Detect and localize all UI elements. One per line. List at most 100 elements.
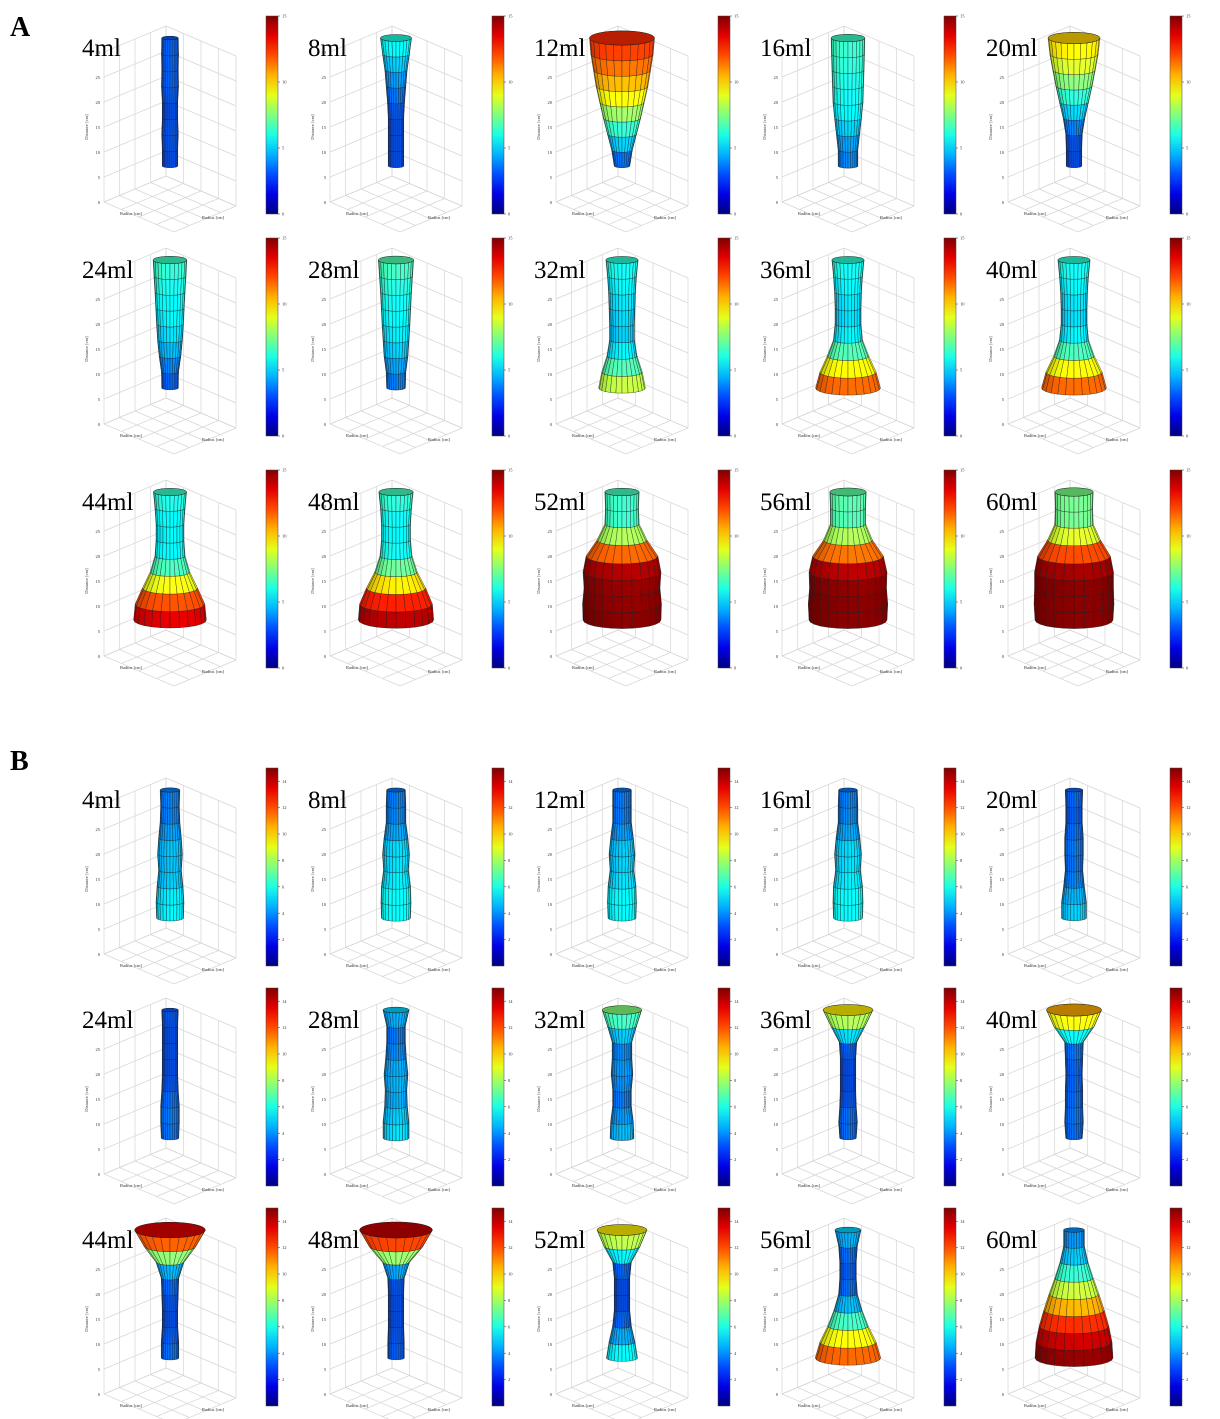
vessel-surface bbox=[822, 1009, 874, 1140]
radius-axis-label: Radius [cm] bbox=[120, 211, 143, 216]
surface-facet bbox=[391, 511, 397, 528]
colorbar-tick-label: 2 bbox=[960, 1157, 962, 1162]
surface-facet bbox=[187, 609, 196, 628]
surface-facet bbox=[1093, 577, 1103, 596]
radius-axis-label: Radius [cm] bbox=[880, 215, 903, 220]
z-tick-label: 10 bbox=[322, 1342, 327, 1347]
surface-facet bbox=[850, 807, 854, 825]
z-tick-label: 25 bbox=[548, 827, 553, 832]
radius-axis-label: Radius [cm] bbox=[428, 1187, 451, 1192]
grid-line bbox=[364, 644, 428, 672]
surface-facet bbox=[626, 511, 631, 528]
z-tick-label: 25 bbox=[1000, 297, 1005, 302]
surface-facet bbox=[1070, 904, 1075, 921]
colorbar-tick-label: 10 bbox=[1186, 832, 1191, 837]
surface-facet bbox=[162, 526, 167, 544]
z-axis-label: Distance [cm] bbox=[310, 568, 315, 594]
surface-facet bbox=[1077, 150, 1080, 168]
grid-line bbox=[138, 190, 202, 218]
grid-line bbox=[590, 1162, 654, 1190]
grid-line bbox=[103, 201, 175, 233]
colorbar-tick-label: 10 bbox=[508, 302, 513, 307]
surface-facet bbox=[845, 1123, 849, 1140]
surface-facet bbox=[414, 609, 423, 628]
surface-facet bbox=[625, 1278, 628, 1296]
surface-facet bbox=[843, 1059, 847, 1076]
z-tick-label: 25 bbox=[322, 529, 327, 534]
radius-axis-label: Radius [cm] bbox=[798, 963, 821, 968]
z-axis-label: Distance [cm] bbox=[84, 114, 89, 140]
surface-facet bbox=[391, 263, 397, 280]
surface-facet bbox=[393, 103, 397, 120]
z-tick-label: 20 bbox=[548, 1072, 553, 1077]
grid-line bbox=[103, 423, 175, 455]
grid-line bbox=[608, 1390, 671, 1417]
z-tick-label: 10 bbox=[548, 150, 553, 155]
surface-facet bbox=[840, 791, 844, 809]
surface-facet bbox=[393, 373, 397, 391]
z-tick-label: 0 bbox=[1002, 654, 1005, 659]
surface-facet bbox=[626, 1043, 630, 1061]
surface-facet bbox=[847, 57, 853, 74]
surface-facet bbox=[173, 904, 178, 922]
z-tick-label: 10 bbox=[1000, 1342, 1005, 1347]
surface-facet bbox=[401, 150, 403, 168]
volume-label: 56ml bbox=[760, 1227, 811, 1254]
surface-facet bbox=[363, 607, 371, 627]
z-tick-label: 20 bbox=[548, 852, 553, 857]
colorbar-tick-label: 6 bbox=[282, 1324, 285, 1329]
surface-facet bbox=[851, 1058, 854, 1076]
colorbar-tick-label: 0 bbox=[1186, 212, 1189, 217]
grid-line bbox=[364, 190, 428, 218]
z-tick-label: 15 bbox=[774, 1097, 779, 1102]
surface-facet bbox=[1073, 294, 1078, 312]
surface-facet bbox=[621, 60, 631, 77]
colorbar-tick-label: 4 bbox=[1186, 911, 1189, 916]
colorbar-tick-label: 12 bbox=[960, 1025, 965, 1030]
z-tick-label: 5 bbox=[550, 1147, 553, 1152]
surface-facet bbox=[395, 135, 399, 152]
surface-facet bbox=[144, 609, 153, 628]
colorbar-tick-label: 12 bbox=[960, 1245, 965, 1250]
radius-axis-label: Radius [cm] bbox=[346, 665, 369, 670]
colorbar-tick-label: 14 bbox=[960, 999, 965, 1004]
surface-facet bbox=[613, 806, 616, 824]
surface-facet bbox=[840, 888, 845, 906]
grid-line bbox=[1007, 953, 1079, 985]
surface-facet bbox=[624, 1124, 629, 1141]
surface-facet bbox=[843, 888, 849, 906]
surface-facet bbox=[393, 807, 397, 825]
surface-facet bbox=[163, 856, 168, 873]
surface-facet bbox=[164, 1042, 167, 1060]
volume-label: 40ml bbox=[986, 257, 1037, 284]
surface-facet bbox=[605, 44, 615, 61]
surface-facet bbox=[615, 310, 619, 327]
grid-line bbox=[1023, 195, 1094, 226]
surface-facet bbox=[847, 1279, 851, 1297]
surface-facet bbox=[843, 905, 849, 922]
surface-facet bbox=[387, 1026, 390, 1044]
colorbar-tick-label: 10 bbox=[1186, 534, 1191, 539]
surface-facet bbox=[1073, 839, 1077, 857]
surface-facet bbox=[369, 609, 378, 628]
surface-facet bbox=[169, 103, 173, 120]
grid-line bbox=[1023, 649, 1094, 680]
colorbar-tick-label: 15 bbox=[282, 468, 287, 473]
surface-facet bbox=[171, 1311, 175, 1328]
surface-facet bbox=[836, 88, 841, 106]
surface-facet bbox=[1073, 855, 1077, 873]
surface-facet bbox=[175, 1310, 177, 1328]
surface-facet bbox=[393, 1295, 397, 1312]
surface-facet bbox=[594, 577, 604, 596]
surface-facet bbox=[392, 1092, 397, 1109]
surface-facet bbox=[177, 371, 179, 390]
radius-axis-label: Radius [cm] bbox=[120, 433, 143, 438]
vessel-opening bbox=[378, 487, 414, 497]
surface-facet bbox=[169, 151, 173, 168]
colorbar-tick-label: 2 bbox=[282, 1377, 284, 1382]
surface-facet bbox=[621, 807, 625, 825]
surface-facet bbox=[1071, 1075, 1075, 1093]
